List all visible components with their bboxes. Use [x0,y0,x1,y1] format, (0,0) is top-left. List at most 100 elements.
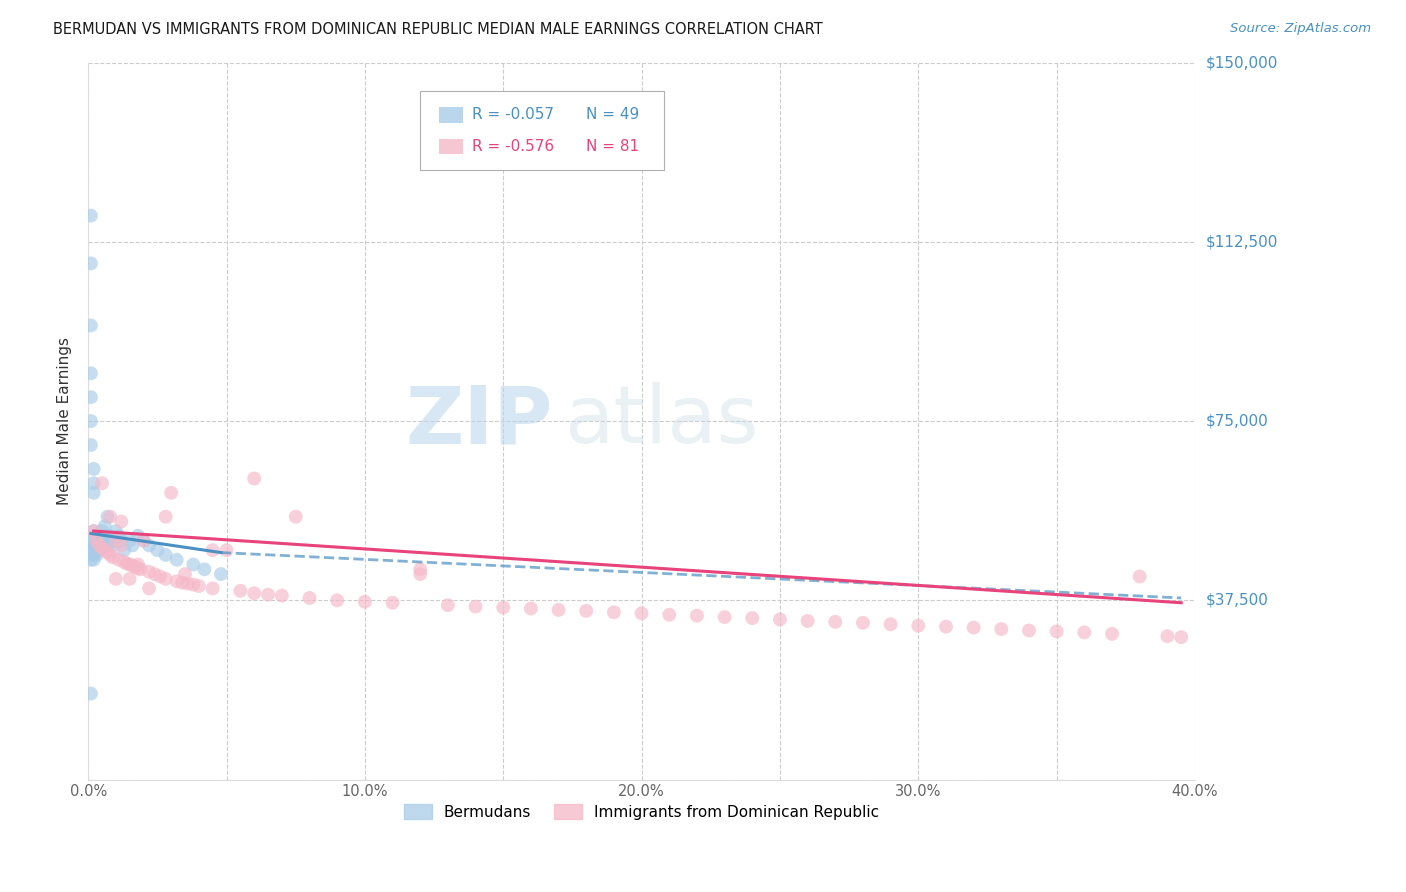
Point [1018,624,1040,638]
Point [127,558,149,572]
Text: R = -0.576: R = -0.576 [472,139,554,154]
Point [124,560,146,574]
Point [464,599,486,614]
Point [80,543,103,558]
Point [101,533,124,548]
Point [181,558,204,572]
Point [630,607,652,621]
Text: N = 81: N = 81 [586,139,640,154]
Text: $37,500: $37,500 [1206,593,1270,607]
Point [80,553,103,567]
Point [155,548,177,562]
Point [243,471,266,485]
Point [935,620,957,634]
Point [80,414,103,428]
Point [121,558,143,573]
Point [769,612,792,626]
Point [80,209,103,223]
Point [990,622,1012,636]
Point [138,582,160,596]
Point [824,615,846,629]
Point [94,529,117,543]
Point [80,533,103,548]
Point [149,569,172,583]
Point [83,462,105,476]
Point [89,538,111,552]
Point [98,533,121,548]
Point [110,515,132,529]
Point [166,574,188,589]
Point [91,524,114,538]
Point [174,567,197,582]
Point [112,555,135,569]
Point [98,529,121,543]
Point [91,541,114,555]
Point [98,509,121,524]
Point [138,538,160,552]
Point [86,543,108,558]
Point [1129,569,1152,583]
Point [201,582,224,596]
Point [115,557,138,571]
Point [177,576,200,591]
Point [1073,625,1095,640]
Point [201,543,224,558]
Point [121,538,143,552]
Point [83,524,105,538]
Point [160,485,183,500]
Point [104,533,127,548]
Point [326,593,349,607]
Point [112,543,135,558]
Point [101,550,124,565]
Point [132,533,155,548]
Point [83,476,105,491]
Point [83,548,105,562]
Text: $112,500: $112,500 [1206,235,1278,250]
Text: $150,000: $150,000 [1206,55,1278,70]
Point [86,538,108,552]
Point [80,548,103,562]
Point [963,621,986,635]
Point [83,524,105,538]
Point [80,256,103,270]
Point [243,586,266,600]
Point [96,545,118,559]
Point [118,533,141,548]
Point [381,596,404,610]
Point [129,562,152,576]
Point [575,604,598,618]
Point [118,572,141,586]
Point [86,548,108,562]
FancyBboxPatch shape [420,91,664,170]
Point [110,533,132,548]
Text: atlas: atlas [564,382,758,460]
Point [172,575,194,590]
Y-axis label: Median Male Earnings: Median Male Earnings [58,337,72,505]
Point [547,603,569,617]
Point [146,543,169,558]
Point [907,618,929,632]
Point [104,524,127,538]
Point [155,572,177,586]
Point [796,614,818,628]
Point [83,538,105,552]
Point [879,617,901,632]
Point [284,509,307,524]
Point [96,509,118,524]
Point [107,529,129,543]
Point [409,567,432,582]
FancyBboxPatch shape [439,138,464,154]
Point [209,567,232,582]
Point [354,595,377,609]
Point [155,509,177,524]
Point [80,438,103,452]
Point [89,538,111,552]
Point [107,553,129,567]
Point [1156,629,1178,643]
Point [437,598,460,612]
Text: N = 49: N = 49 [586,107,640,122]
Text: ZIP: ZIP [406,382,553,460]
Point [187,579,209,593]
Point [298,591,321,605]
Point [741,611,763,625]
